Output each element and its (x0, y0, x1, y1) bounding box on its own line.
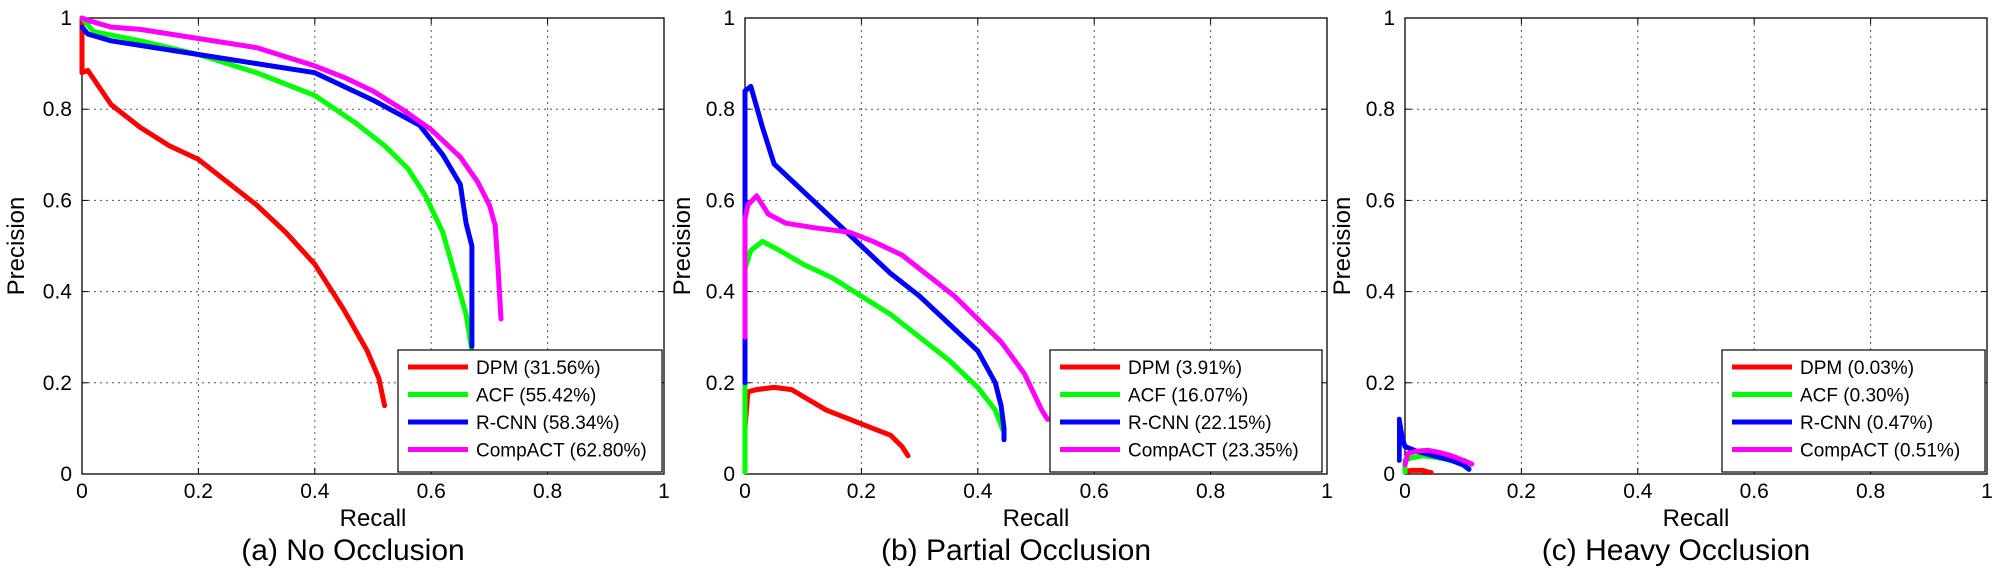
series-line-compact (1402, 447, 1475, 468)
legend-label-compact: CompACT (62.80%) (476, 441, 647, 462)
y-tick-label: 0.4 (43, 281, 73, 304)
panel-a-caption: (a) No Occlusion (241, 534, 464, 567)
y-tick-label: 0.2 (43, 372, 72, 395)
series-curves (79, 15, 504, 409)
x-tick-label: 0 (739, 480, 751, 503)
legend-label-r-cnn: R-CNN (0.47%) (1800, 413, 1933, 434)
y-tick-label: 0.8 (1366, 98, 1395, 121)
series-line-r-cnn (742, 83, 1007, 443)
x-axis-label: Recall (340, 505, 407, 532)
y-tick-label: 0.8 (43, 98, 72, 121)
legend-label-acf: ACF (55.42%) (476, 386, 596, 407)
y-tick-label: 1 (1383, 7, 1395, 30)
x-tick-label: 0.2 (847, 480, 876, 503)
x-tick-label: 0.4 (300, 480, 330, 503)
x-tick-label: 0 (1399, 480, 1411, 503)
x-axis-label: Recall (1003, 505, 1070, 532)
y-axis-label: Precision (1329, 197, 1356, 296)
x-tick-label: 0.8 (533, 480, 562, 503)
x-tick-label: 0.2 (1507, 480, 1536, 503)
panel-heavy-occlusion: 0 0.2 0.4 0.6 0.8 1 0 0.2 0.4 0.6 0.8 1 Recall Precis… (1329, 7, 1993, 567)
y-tick-label: 0.8 (706, 98, 735, 121)
legend-label-r-cnn: R-CNN (58.34%) (476, 413, 620, 434)
y-tick-label: 1 (723, 7, 735, 30)
y-tick-label: 0.2 (1366, 372, 1395, 395)
series-line-compact (79, 15, 504, 322)
x-tick-label: 0.8 (1196, 480, 1225, 503)
x-tick-label: 0 (76, 480, 88, 503)
x-tick-label: 1 (1981, 480, 1993, 503)
legend-label-dpm: DPM (31.56%) (476, 358, 601, 379)
legend-label-dpm: DPM (3.91%) (1128, 358, 1242, 379)
x-tick-label: 0.6 (1740, 480, 1769, 503)
x-tick-label: 0.4 (1623, 480, 1653, 503)
plot-area-a: 0 0.2 0.4 0.6 0.8 1 0 0.2 0.4 0.6 0.8 1 Recall Precis… (3, 7, 670, 532)
y-tick-label: 1 (60, 7, 72, 30)
y-tick-label: 0.2 (706, 372, 735, 395)
panel-partial-occlusion: 0 0.2 0.4 0.6 0.8 1 0 0.2 0.4 0.6 0.8 1 Recall Precis… (669, 7, 1333, 567)
x-tick-label: 0.8 (1856, 480, 1885, 503)
x-axis-label: Recall (1663, 505, 1730, 532)
series-line-compact (742, 193, 1051, 422)
legend-label-compact: CompACT (23.35%) (1128, 441, 1299, 462)
y-tick-label: 0.6 (1366, 189, 1395, 212)
y-axis-label: Precision (3, 197, 30, 296)
plot-area-c: 0 0.2 0.4 0.6 0.8 1 0 0.2 0.4 0.6 0.8 1 Recall Precis… (1329, 7, 1993, 532)
series-line-r-cnn (79, 24, 475, 349)
x-tick-label: 0.6 (1080, 480, 1109, 503)
x-tick-label: 1 (658, 480, 670, 503)
panel-c-caption: (c) Heavy Occlusion (1542, 534, 1810, 567)
series-line-dpm (79, 15, 388, 409)
y-tick-label: 0 (723, 463, 735, 486)
panel-no-occlusion: 0 0.2 0.4 0.6 0.8 1 0 0.2 0.4 0.6 0.8 1 Recall Precis… (3, 7, 670, 567)
series-curves (1397, 416, 1475, 474)
series-line-acf (79, 15, 475, 354)
x-tick-label: 0.6 (417, 480, 446, 503)
legend: DPM (0.03%) ACF (0.30%) R-CNN (0.47%) CompA… (1721, 349, 1986, 473)
legend-label-acf: ACF (0.30%) (1800, 386, 1910, 407)
legend-label-compact: CompACT (0.51%) (1800, 441, 1960, 462)
axes-frame (1404, 17, 1988, 475)
series-line-acf (742, 238, 1007, 474)
series-curves (742, 83, 1051, 474)
series-line-dpm (742, 384, 911, 474)
y-tick-label: 0 (1383, 463, 1395, 486)
y-tick-label: 0 (60, 463, 72, 486)
y-tick-label: 0.4 (1366, 281, 1396, 304)
legend-label-dpm: DPM (0.03%) (1800, 358, 1914, 379)
axes-frame (81, 17, 665, 475)
y-axis-label: Precision (669, 197, 696, 296)
y-tick-label: 0.6 (43, 189, 72, 212)
y-tick-label: 0.4 (706, 281, 736, 304)
x-tick-label: 1 (1321, 480, 1333, 503)
x-tick-label: 0.2 (184, 480, 213, 503)
legend: DPM (3.91%) ACF (16.07%) R-CNN (22.15%) Com… (1049, 349, 1323, 473)
series-line-r-cnn (1397, 416, 1472, 472)
legend-label-r-cnn: R-CNN (22.15%) (1128, 413, 1272, 434)
y-tick-label: 0.6 (706, 189, 735, 212)
plot-area-b: 0 0.2 0.4 0.6 0.8 1 0 0.2 0.4 0.6 0.8 1 Recall Precis… (669, 7, 1333, 532)
legend: DPM (31.56%) ACF (55.42%) R-CNN (58.34%) Co… (397, 349, 663, 473)
panel-b-caption: (b) Partial Occlusion (881, 534, 1151, 567)
x-tick-label: 0.4 (963, 480, 993, 503)
legend-label-acf: ACF (16.07%) (1128, 386, 1248, 407)
